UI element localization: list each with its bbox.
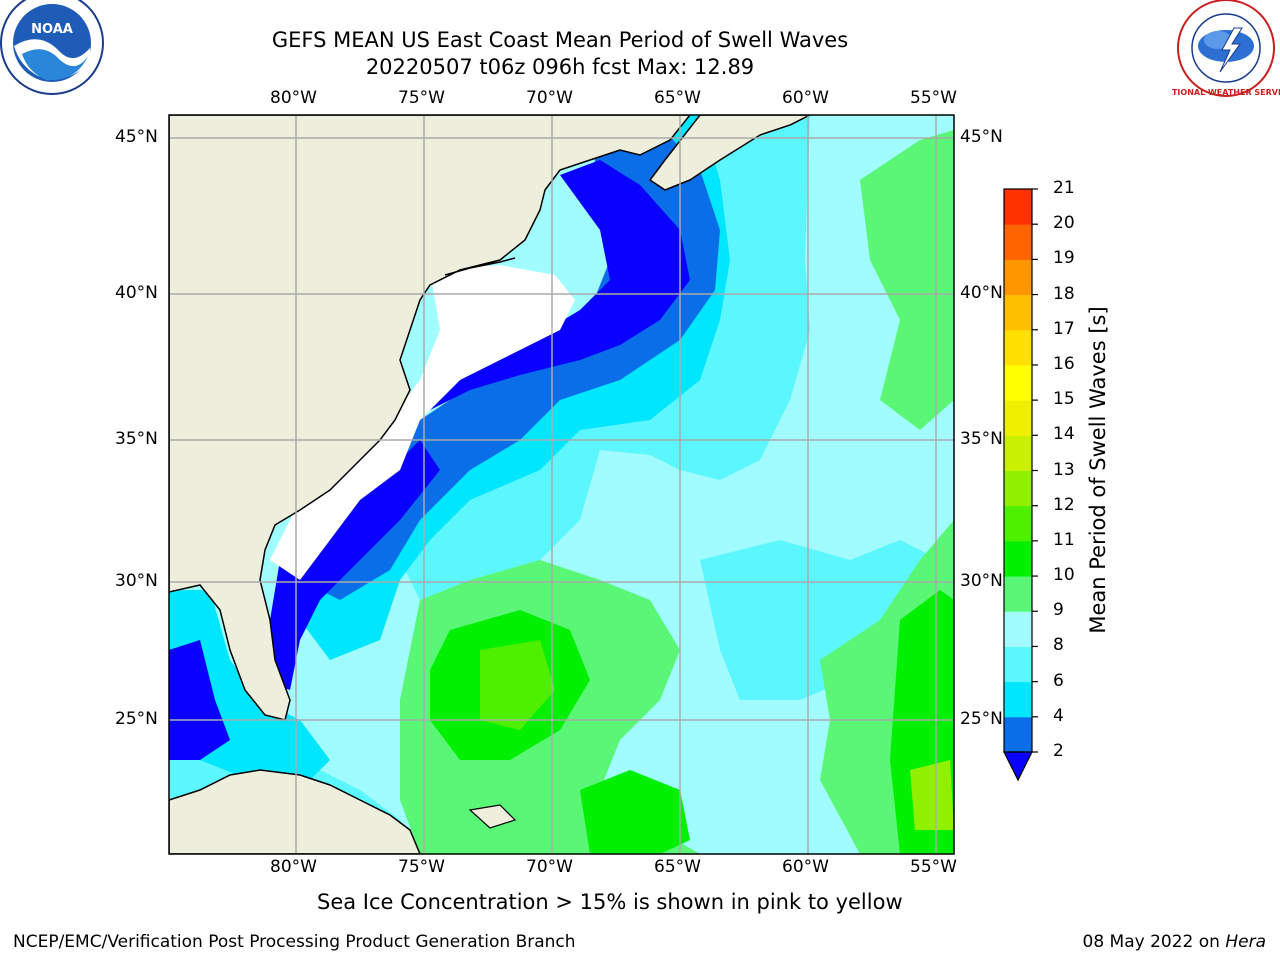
- field-9-10s-east: [860, 130, 954, 430]
- colorbar-segment: [1004, 294, 1032, 331]
- colorbar-tick-label: 14: [1053, 424, 1075, 445]
- colorbar: [1003, 188, 1038, 782]
- field-11-12s: [480, 640, 555, 730]
- field-coastal-mask: [270, 265, 575, 580]
- colorbar-segment: [1004, 470, 1032, 507]
- field-under-2s: [430, 160, 690, 410]
- colorbar-tick-label: 8: [1053, 635, 1064, 656]
- lon-label-bottom: 60°W: [782, 857, 829, 877]
- colorbar-tick-label: 6: [1053, 670, 1064, 691]
- lat-label-right: 35°N: [960, 429, 1003, 449]
- national-weather-service-logo: NATIONAL WEATHER SERVICE: [1172, 0, 1280, 97]
- lon-label-top: 70°W: [526, 88, 573, 108]
- colorbar-segment: [1004, 400, 1032, 436]
- map-frame: [168, 114, 955, 855]
- colorbar-tick-label: 21: [1053, 178, 1075, 198]
- colorbar-segment: [1004, 505, 1032, 542]
- colorbar-tick-label: 4: [1053, 705, 1064, 726]
- lon-label-top: 55°W: [910, 88, 957, 108]
- land-cuba: [169, 769, 421, 854]
- colorbar-tick-label: 19: [1053, 248, 1075, 269]
- colorbar-tick-label: 15: [1053, 389, 1075, 410]
- colorbar-tick-label: 20: [1053, 213, 1075, 234]
- footer-date: 08 May 2022 on Hera: [1083, 932, 1267, 952]
- field-under-2s-florida: [169, 640, 230, 760]
- land-hispaniola: [468, 804, 517, 829]
- colorbar-segment: [1004, 364, 1032, 401]
- colorbar-tick-label: 11: [1053, 529, 1075, 550]
- lon-label-bottom: 70°W: [526, 857, 573, 877]
- colorbar-segment: [1004, 224, 1032, 260]
- field-under-2s-coast: [260, 440, 440, 690]
- colorbar-tick-label: 13: [1053, 459, 1075, 480]
- sea-ice-note: Sea Ice Concentration > 15% is shown in …: [317, 890, 903, 914]
- lat-label-left: 25°N: [115, 709, 158, 729]
- field-10-11s-south: [580, 770, 690, 854]
- lon-label-bottom: 80°W: [270, 857, 317, 877]
- lon-label-top: 60°W: [782, 88, 829, 108]
- footer-date-text: 08 May 2022 on: [1082, 932, 1226, 952]
- colorbar-segment: [1004, 189, 1032, 225]
- chart-title: GEFS MEAN US East Coast Mean Period of S…: [271, 28, 849, 52]
- lon-label-top: 80°W: [270, 88, 317, 108]
- lat-label-right: 25°N: [960, 709, 1003, 729]
- nws-logo-text: NATIONAL WEATHER SERVICE: [1172, 88, 1280, 97]
- noaa-logo-text: NOAA: [31, 22, 73, 37]
- lat-label-left: 45°N: [115, 127, 158, 147]
- field-6-8s-east: [700, 540, 954, 700]
- lat-label-left: 30°N: [115, 571, 158, 591]
- colorbar-tick-label: 16: [1053, 353, 1075, 374]
- colorbar-underflow-arrow: [1003, 751, 1033, 782]
- lon-label-top: 65°W: [654, 88, 701, 108]
- land-nova-scotia: [648, 115, 811, 191]
- lon-label-top: 75°W: [398, 88, 445, 108]
- colorbar-segment: [1004, 611, 1032, 647]
- lat-label-left: 40°N: [115, 283, 158, 303]
- noaa-logo: NOAA: [0, 0, 104, 95]
- lon-label-bottom: 55°W: [910, 857, 957, 877]
- map-field: [169, 115, 954, 854]
- colorbar-segment: [1004, 259, 1032, 296]
- colorbar-segment: [1004, 435, 1032, 471]
- colorbar-segment: [1004, 576, 1032, 612]
- map-gridlines: [169, 115, 954, 854]
- lat-label-right: 40°N: [960, 283, 1003, 303]
- land-north-america: [169, 115, 691, 721]
- colorbar-segment: [1004, 329, 1032, 366]
- colorbar-tick-label: 10: [1053, 565, 1075, 586]
- colorbar-segment: [1004, 540, 1032, 577]
- colorbar-tick-label: 9: [1053, 600, 1064, 621]
- lon-label-bottom: 65°W: [654, 857, 701, 877]
- field-11-12s-se: [910, 760, 954, 830]
- colorbar-label: Mean Period of Swell Waves [s]: [1086, 306, 1110, 634]
- colorbar-tick-label: 18: [1053, 283, 1075, 304]
- land-long-island: [444, 257, 516, 276]
- lat-label-right: 45°N: [960, 127, 1003, 147]
- lat-label-right: 30°N: [960, 571, 1003, 591]
- lon-label-bottom: 75°W: [398, 857, 445, 877]
- footer-machine: Hera: [1225, 932, 1266, 952]
- colorbar-segment: [1004, 716, 1032, 753]
- colorbar-tick-label: 17: [1053, 318, 1075, 339]
- colorbar-segment: [1004, 646, 1032, 683]
- chart-subtitle: 20220507 t06z 096h fcst Max: 12.89: [365, 55, 755, 79]
- colorbar-tick-label: 2: [1053, 741, 1064, 761]
- footer-branch: NCEP/EMC/Verification Post Processing Pr…: [13, 932, 576, 952]
- colorbar-tick-label: 12: [1053, 494, 1075, 515]
- lat-label-left: 35°N: [115, 429, 158, 449]
- colorbar-segment: [1004, 681, 1032, 718]
